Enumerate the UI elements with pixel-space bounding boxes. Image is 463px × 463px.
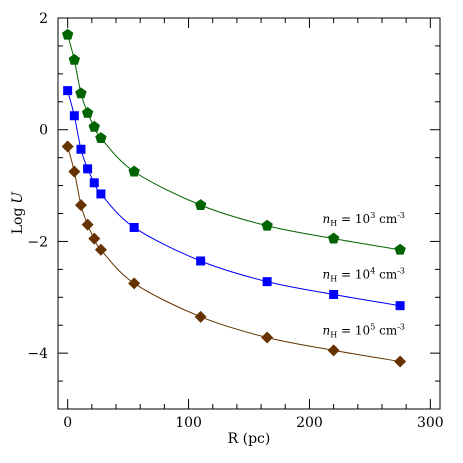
y-tick-label: −2 bbox=[27, 234, 48, 250]
x-tick-label: 200 bbox=[296, 415, 323, 431]
series-markers bbox=[61, 28, 407, 368]
series-label-eq: = 10 bbox=[337, 212, 370, 226]
series-marker bbox=[196, 256, 206, 266]
x-tick-label: 100 bbox=[175, 415, 202, 431]
series-marker bbox=[128, 277, 141, 290]
series-marker bbox=[194, 310, 207, 323]
series-marker bbox=[262, 277, 272, 287]
series-marker bbox=[74, 199, 87, 212]
series-marker bbox=[128, 165, 140, 177]
series-label-exp: 4 bbox=[370, 267, 375, 276]
series-marker bbox=[68, 165, 81, 178]
series-label-unit: cm bbox=[375, 268, 398, 282]
series-marker bbox=[83, 164, 93, 174]
series-label: nH = 104 cm-3 bbox=[323, 267, 405, 284]
x-axis-label: R (pc) bbox=[228, 431, 271, 447]
series-marker bbox=[81, 106, 94, 118]
series-marker bbox=[81, 218, 94, 231]
series-marker bbox=[88, 120, 100, 132]
series-marker bbox=[76, 144, 86, 154]
series-label-sub: H bbox=[330, 219, 337, 228]
series-annotations: nH = 103 cm-3nH = 104 cm-3nH = 105 cm-3 bbox=[323, 211, 405, 340]
series-marker bbox=[63, 86, 73, 96]
series-marker bbox=[329, 289, 339, 299]
series-label-exp: 3 bbox=[370, 211, 375, 220]
series-label-unit: cm bbox=[375, 212, 398, 226]
series-label-unit-exp: -3 bbox=[397, 267, 405, 276]
series-marker bbox=[394, 243, 406, 255]
x-tick-label: 0 bbox=[63, 415, 72, 431]
series-label: nH = 105 cm-3 bbox=[323, 323, 405, 340]
series-curves bbox=[67, 34, 401, 363]
series-marker bbox=[95, 132, 107, 143]
series-marker bbox=[61, 28, 74, 40]
y-tick-label: 0 bbox=[39, 123, 48, 139]
series-marker bbox=[194, 199, 207, 210]
series-label-var: n bbox=[323, 268, 331, 282]
series-marker bbox=[394, 355, 407, 368]
series-marker bbox=[395, 301, 405, 311]
series-label-exp: 5 bbox=[370, 323, 375, 332]
series-marker bbox=[327, 232, 340, 244]
series-marker bbox=[261, 331, 274, 344]
series-label: nH = 103 cm-3 bbox=[323, 211, 405, 228]
axis-ticks bbox=[58, 17, 440, 410]
series-label-var: n bbox=[323, 212, 331, 226]
y-axis-label-main: Log bbox=[10, 208, 26, 235]
x-tick-label: 300 bbox=[417, 415, 444, 431]
y-axis-label: Log U bbox=[10, 191, 26, 235]
series-marker bbox=[61, 140, 74, 153]
series-marker bbox=[96, 189, 106, 199]
series-marker bbox=[261, 219, 273, 231]
y-axis-label-var: U bbox=[10, 191, 26, 204]
tick-labels: 0 100 200 300 −4 −2 0 2 bbox=[27, 11, 443, 431]
series-marker bbox=[94, 243, 107, 256]
series-marker bbox=[69, 111, 79, 121]
y-tick-label: −4 bbox=[27, 346, 48, 362]
series-marker bbox=[88, 232, 101, 245]
series-marker bbox=[68, 53, 81, 65]
series-label-sub: H bbox=[330, 331, 337, 340]
series-label-unit-exp: -3 bbox=[397, 211, 405, 220]
series-label-sub: H bbox=[330, 275, 337, 284]
series-label-eq: = 10 bbox=[337, 268, 370, 282]
series-label-unit-exp: -3 bbox=[397, 323, 405, 332]
series-marker bbox=[129, 222, 139, 232]
series-marker bbox=[75, 87, 87, 99]
y-tick-label: 2 bbox=[39, 11, 48, 27]
series-label-eq: = 10 bbox=[337, 324, 370, 338]
series-marker bbox=[89, 178, 99, 188]
series-marker bbox=[327, 344, 340, 357]
series-label-unit: cm bbox=[375, 324, 398, 338]
series-label-var: n bbox=[323, 324, 331, 338]
